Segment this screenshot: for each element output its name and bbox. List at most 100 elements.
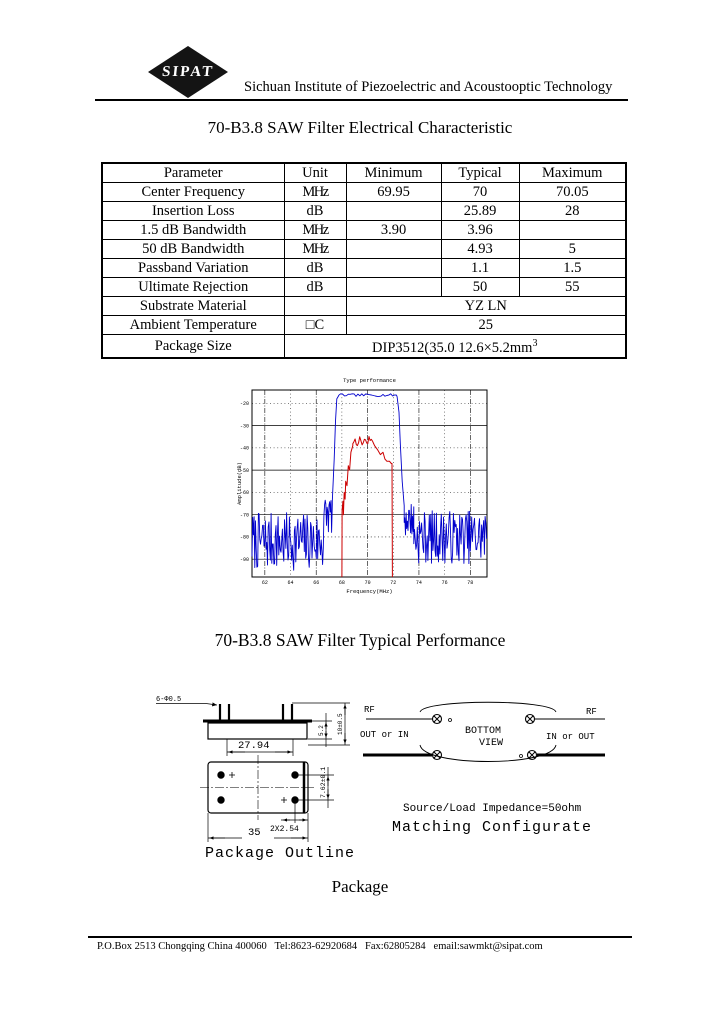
svg-text:-90: -90 — [240, 557, 249, 563]
svg-text:-40: -40 — [240, 446, 249, 452]
impedance-note: Source/Load Impedance=50ohm — [403, 803, 582, 815]
max-cell: 55 — [518, 277, 627, 297]
min-cell: 3.90 — [345, 220, 442, 240]
param-cell: Insertion Loss — [101, 201, 285, 221]
param-cell: 1.5 dB Bandwidth — [101, 220, 285, 240]
side-view — [156, 702, 350, 756]
unit-cell: dB — [283, 201, 347, 221]
param-cell: Center Frequency — [101, 182, 285, 202]
dim-pin-span: 27.94 — [238, 740, 270, 752]
column-header: Maximum — [518, 162, 627, 183]
spec-row: 1.5 dB Bandwidth MHz 3.90 3.96 — [101, 220, 627, 240]
in-or-out-label: IN or OUT — [546, 732, 595, 742]
spec-row: Insertion Loss dB 25.89 28 — [101, 201, 627, 221]
column-header: Unit — [283, 162, 347, 183]
dim-pkg-length: 35 — [248, 827, 261, 839]
typ-cell: 1.1 — [440, 258, 520, 278]
spec-row: Passband Variation dB 1.1 1.5 — [101, 258, 627, 278]
value-cell: DIP3512(35.0 12.6×5.2mm3 — [283, 334, 627, 359]
svg-text:-60: -60 — [240, 490, 249, 496]
package-outline-drawing: 6-Φ0.5 27.94 5.2 10±0.5 35 7.62±0.1 2X2.… — [156, 696, 350, 842]
column-header: Parameter — [101, 162, 285, 183]
param-cell: Substrate Material — [101, 296, 285, 316]
spec-header-row: Parameter Unit Minimum Typical Maximum — [101, 162, 627, 183]
param-cell: Ultimate Rejection — [101, 277, 285, 297]
unit-cell — [283, 296, 347, 316]
package-size-value: DIP3512(35.0 12.6×5.2mm — [372, 340, 533, 356]
param-cell: Package Size — [101, 334, 285, 359]
spec-row: Center Frequency MHz 69.95 70 70.05 — [101, 182, 627, 202]
unit-cell: dB — [283, 258, 347, 278]
dim-pkg-height: 10±0.5 — [337, 713, 344, 735]
svg-text:Amplitude(dB): Amplitude(dB) — [236, 462, 243, 505]
svg-text:68: 68 — [339, 580, 345, 586]
column-header: Typical — [440, 162, 520, 183]
spec-table: Parameter Unit Minimum Typical Maximum C… — [101, 162, 627, 359]
svg-text:72: 72 — [390, 580, 396, 586]
matching-configurate-label: Matching Configurate — [392, 819, 593, 836]
bottom-view — [200, 755, 334, 842]
unit-cell: MHz — [283, 220, 347, 240]
matching-schematic: RF OUT or IN BOTTOM VIEW RF IN or OUT — [360, 701, 605, 762]
svg-text:Type performance: Type performance — [343, 377, 396, 384]
max-cell: 28 — [518, 201, 627, 221]
max-cell: 70.05 — [518, 182, 627, 202]
bottom-label: BOTTOM — [465, 726, 501, 737]
unit-cell: □C — [283, 315, 347, 335]
svg-text:64: 64 — [288, 580, 294, 586]
svg-text:-80: -80 — [240, 535, 249, 541]
unit-cell: MHz — [283, 182, 347, 202]
logo-text: SIPAT — [161, 63, 215, 80]
rf-left-label: RF — [364, 705, 375, 715]
min-cell — [345, 258, 442, 278]
unit-cell: dB — [283, 277, 347, 297]
schematic-shapes — [363, 701, 605, 762]
svg-text:74: 74 — [416, 580, 422, 586]
min-cell — [345, 239, 442, 259]
chart-svg: -20 -30 -40 -50 -60 -70 -80 -90 62 64 66 68 70 72 74 76… — [236, 377, 488, 595]
typ-cell: 25.89 — [440, 201, 520, 221]
package-outline-caption: Package Outline — [205, 845, 356, 862]
svg-text:78: 78 — [467, 580, 473, 586]
frequency-response-chart: -20 -30 -40 -50 -60 -70 -80 -90 62 64 66 68 70 72 74 76… — [235, 372, 497, 600]
param-cell: 50 dB Bandwidth — [101, 239, 285, 259]
spec-row: Package Size DIP3512(35.0 12.6×5.2mm3 — [101, 334, 627, 359]
svg-text:70: 70 — [365, 580, 371, 586]
performance-title: 70-B3.8 SAW Filter Typical Performance — [214, 630, 506, 650]
package-section-title: Package — [331, 877, 389, 896]
value-cell: 25 — [345, 315, 627, 335]
footer-divider — [88, 936, 632, 938]
company-name: Sichuan Institute of Piezoelectric and A… — [244, 79, 613, 95]
header-divider — [95, 99, 628, 101]
svg-text:-20: -20 — [240, 401, 249, 407]
min-cell: 69.95 — [345, 182, 442, 202]
dim-pin-col-pitch: 2X2.54 — [270, 825, 299, 834]
svg-text:-30: -30 — [240, 423, 249, 429]
svg-text:76: 76 — [442, 580, 448, 586]
footer-contact: P.O.Box 2513 Chongqing China 400060 Tel:… — [97, 941, 543, 952]
svg-text:-50: -50 — [240, 468, 249, 474]
electrical-title: 70-B3.8 SAW Filter Electrical Characteri… — [207, 118, 513, 137]
svg-text:66: 66 — [313, 580, 319, 586]
svg-text:62: 62 — [262, 580, 268, 586]
max-cell: 5 — [518, 239, 627, 259]
param-cell: Passband Variation — [101, 258, 285, 278]
max-cell — [518, 220, 627, 240]
dim-body-height: 5.2 — [318, 725, 325, 736]
max-cell: 1.5 — [518, 258, 627, 278]
min-cell — [345, 201, 442, 221]
rf-right-label: RF — [586, 707, 597, 717]
view-label: VIEW — [479, 738, 503, 749]
package-size-sup: 3 — [532, 338, 538, 349]
dim-pin-row-pitch: 7.62±0.1 — [320, 767, 327, 798]
out-or-in-label: OUT or IN — [360, 730, 409, 740]
dim-pins-label: 6-Φ0.5 — [156, 696, 181, 704]
spec-row: Ultimate Rejection dB 50 55 — [101, 277, 627, 297]
spec-row: 50 dB Bandwidth MHz 4.93 5 — [101, 239, 627, 259]
typ-cell: 3.96 — [440, 220, 520, 240]
svg-text:-70: -70 — [240, 512, 249, 518]
min-cell — [345, 277, 442, 297]
typ-cell: 4.93 — [440, 239, 520, 259]
typ-cell: 70 — [440, 182, 520, 202]
